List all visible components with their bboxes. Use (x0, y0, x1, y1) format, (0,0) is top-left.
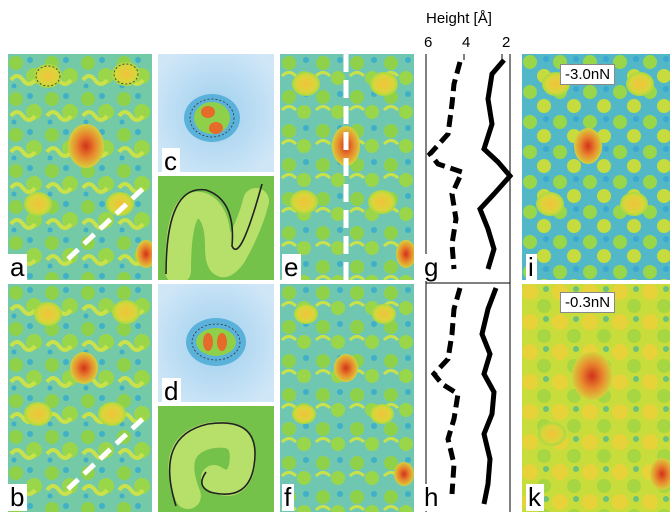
panel-label-c: c (162, 148, 180, 175)
profile-g-solid (477, 58, 514, 270)
afm-zoom-d-bottom (158, 406, 274, 512)
height-tick-4: 4 (462, 34, 471, 51)
panel-label-k: k (526, 484, 544, 511)
afm-zoom-d-top (158, 284, 274, 402)
afm-texture-d-top (158, 284, 274, 402)
afm-texture-e (280, 54, 414, 280)
height-profile-panel (418, 54, 518, 512)
profile-h-solid (479, 287, 499, 505)
height-axis-title: Height [Å] (426, 10, 492, 27)
afm-texture-a (8, 54, 152, 280)
afm-map-e (280, 54, 414, 280)
afm-texture-i (522, 54, 670, 280)
afm-map-f (280, 284, 414, 512)
afm-map-i (522, 54, 670, 280)
profile-h-dashed (430, 287, 463, 495)
afm-map-k (522, 284, 670, 512)
panel-label-i: i (526, 254, 537, 281)
afm-zoom-c-bottom (158, 176, 274, 280)
panel-label-e: e (282, 254, 302, 281)
profile-g-dashed (426, 61, 466, 270)
force-label-top: -3.0nN (560, 64, 616, 85)
height-tick-2: 2 (502, 34, 511, 51)
panel-label-d: d (162, 378, 182, 405)
afm-map-a (8, 54, 152, 280)
afm-texture-c-bottom (158, 176, 274, 280)
afm-texture-f (280, 284, 414, 512)
panel-label-h: h (422, 484, 442, 511)
afm-map-b (8, 284, 152, 512)
panel-label-g: g (422, 254, 442, 281)
afm-texture-d-bottom (158, 406, 274, 512)
panel-label-b: b (8, 484, 28, 511)
height-tick-6: 6 (424, 34, 433, 51)
force-label-bottom: -0.3nN (560, 292, 616, 313)
afm-texture-k (522, 284, 670, 512)
panel-label-a: a (8, 254, 28, 281)
height-profile-plot (425, 54, 514, 512)
afm-texture-b (8, 284, 152, 512)
panel-label-f: f (282, 484, 295, 511)
